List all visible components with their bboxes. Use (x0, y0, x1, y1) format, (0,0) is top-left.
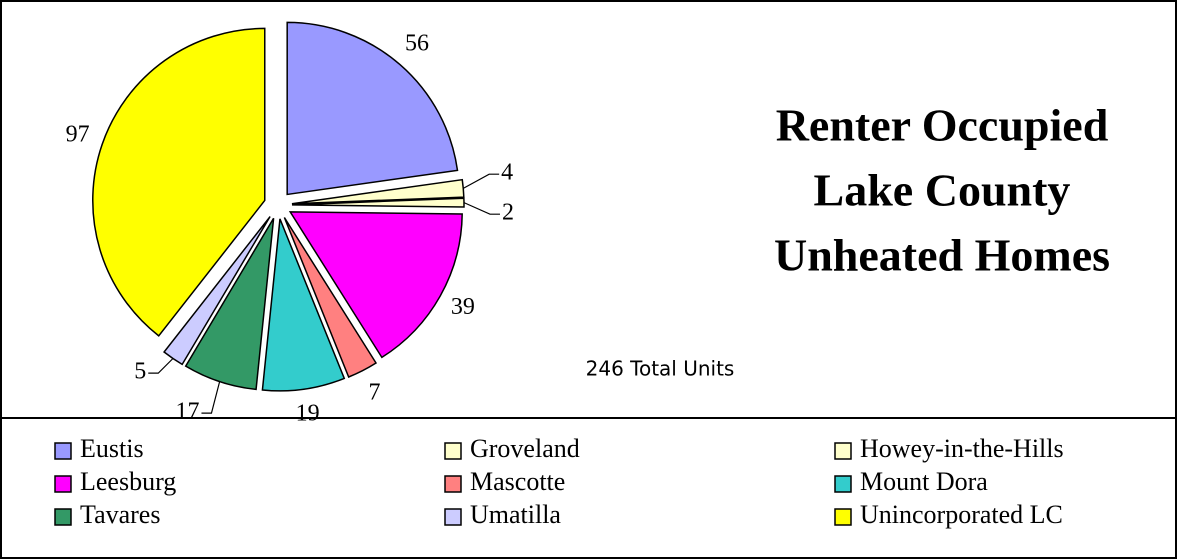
data-label: 5 (134, 359, 146, 385)
leader-line (462, 173, 500, 189)
chart-title: Unheated Homes (774, 230, 1110, 281)
pie-slice (92, 27, 266, 337)
pie-slice (283, 217, 378, 378)
legend-swatch (444, 508, 462, 526)
data-label: 17 (175, 399, 199, 425)
legend-swatch (834, 475, 852, 493)
legend-swatch (834, 508, 852, 526)
legend-swatch (444, 475, 462, 493)
legend-label: Tavares (80, 500, 160, 529)
pie-slice (184, 217, 275, 391)
legend-label: Groveland (470, 434, 580, 463)
data-label: 7 (368, 379, 380, 405)
data-label: 19 (296, 400, 320, 426)
pie-slice (261, 218, 346, 392)
pie-slice (286, 21, 459, 196)
legend-label: Unincorporated LC (860, 500, 1063, 529)
chart-title: Lake County (814, 165, 1071, 216)
leader-line (201, 381, 221, 414)
legend-label: Eustis (80, 434, 144, 463)
data-label: 4 (501, 160, 513, 186)
pie-slice (288, 211, 463, 359)
legend-swatch (54, 475, 72, 493)
data-label: 39 (451, 294, 475, 320)
data-label: 2 (502, 200, 514, 226)
legend-label: Howey-in-the-Hills (860, 434, 1064, 463)
leader-line (463, 202, 500, 215)
legend-swatch (834, 442, 852, 460)
legend-label: Mascotte (470, 467, 565, 496)
annotation: 246 Total Units (586, 357, 735, 381)
legend-swatch (444, 442, 462, 460)
legend-swatch (54, 508, 72, 526)
legend-label: Leesburg (80, 467, 176, 496)
data-label: 97 (66, 121, 90, 147)
legend-label: Mount Dora (860, 467, 988, 496)
legend-swatch (54, 442, 72, 460)
leader-line (148, 358, 174, 374)
legend-frame (0, 417, 1177, 559)
chart-title: Renter Occupied (776, 100, 1109, 151)
legend-label: Umatilla (470, 500, 561, 529)
data-label: 56 (405, 30, 429, 56)
